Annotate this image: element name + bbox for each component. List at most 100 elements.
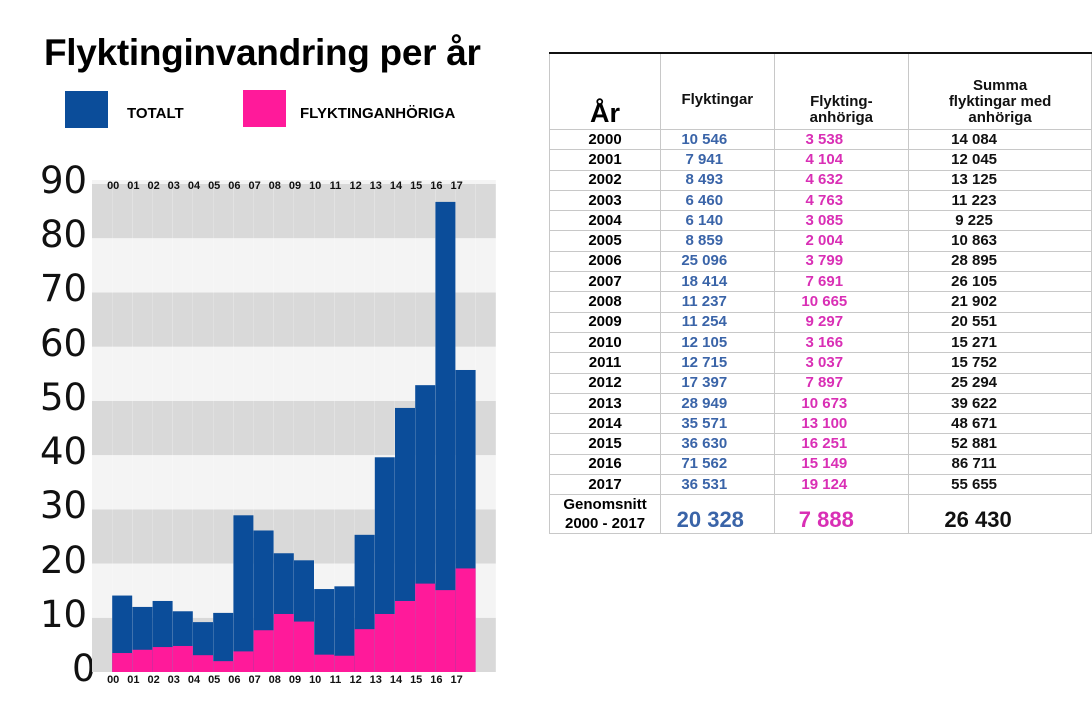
background-band bbox=[354, 292, 375, 347]
background-band bbox=[374, 184, 395, 239]
table-row: 2005 8 859 2 004 10 863 bbox=[548, 230, 1092, 252]
background-band bbox=[475, 292, 496, 347]
background-band bbox=[395, 346, 415, 401]
x-label-top-09: 09 bbox=[289, 180, 301, 192]
bar-relatives-06 bbox=[233, 651, 254, 672]
bar-total-00 bbox=[112, 595, 133, 672]
background-band bbox=[253, 292, 274, 347]
y-tick-label: 80 bbox=[40, 213, 88, 257]
bar-relatives-15 bbox=[415, 583, 436, 672]
legend-label-total: TOTALT bbox=[127, 105, 184, 122]
cell-refugees: 36 630 bbox=[660, 433, 775, 455]
background-band bbox=[415, 292, 436, 347]
cell-relatives: 4 763 bbox=[773, 189, 910, 212]
background-band bbox=[294, 346, 314, 401]
background-band bbox=[294, 400, 314, 456]
cell-sum: 28 895 bbox=[908, 250, 1092, 273]
background-band bbox=[475, 184, 496, 239]
bar-total-11 bbox=[334, 586, 355, 672]
background-band bbox=[294, 184, 314, 239]
cell-year: 2010 bbox=[548, 331, 662, 354]
cell-sum: 13 125 bbox=[908, 169, 1092, 191]
background-band bbox=[314, 509, 335, 564]
background-band bbox=[172, 509, 193, 564]
x-label-bottom-08: 08 bbox=[269, 674, 281, 686]
background-band bbox=[132, 455, 153, 510]
background-band bbox=[354, 346, 375, 401]
background-band bbox=[475, 455, 496, 510]
background-bands bbox=[92, 180, 496, 672]
y-tick-label: 0 bbox=[72, 647, 96, 690]
x-label-top-01: 01 bbox=[127, 180, 139, 192]
background-band bbox=[112, 509, 133, 564]
table-row: 2003 6 460 4 763 11 223 bbox=[548, 189, 1092, 212]
background-band bbox=[193, 563, 213, 618]
background-band bbox=[92, 455, 112, 510]
y-tick-label: 90 bbox=[40, 159, 88, 202]
background-band bbox=[253, 346, 274, 401]
background-band bbox=[415, 184, 436, 239]
y-tick-label: 60 bbox=[40, 321, 88, 365]
cell-year: 2017 bbox=[548, 474, 662, 496]
background-band bbox=[273, 509, 294, 564]
x-label-bottom-00: 00 bbox=[107, 674, 119, 686]
background-band bbox=[112, 184, 133, 239]
background-band bbox=[294, 238, 314, 293]
background-band bbox=[193, 238, 213, 293]
bar-relatives-12 bbox=[354, 629, 375, 672]
cell-year: 2016 bbox=[548, 453, 662, 476]
background-band bbox=[172, 346, 193, 401]
background-band bbox=[233, 455, 254, 510]
bar-relatives-00 bbox=[112, 653, 133, 672]
cell-sum: 25 294 bbox=[908, 372, 1092, 394]
bar-relatives-13 bbox=[374, 613, 395, 672]
background-band bbox=[172, 292, 193, 347]
background-band bbox=[132, 292, 153, 347]
cell-refugees: 11 254 bbox=[660, 311, 775, 333]
table-row: 2017 36 531 19 124 55 655 bbox=[548, 474, 1092, 496]
x-label-top-03: 03 bbox=[168, 180, 180, 192]
header-relatives: Flykting- anhöriga bbox=[773, 52, 910, 130]
x-label-top-17: 17 bbox=[450, 180, 462, 192]
background-band bbox=[475, 509, 496, 564]
background-band bbox=[455, 184, 476, 239]
background-band bbox=[314, 346, 335, 401]
table-row-average: Genomsnitt 2000 - 2017 20 328 7 888 26 4… bbox=[548, 494, 1092, 535]
y-tick-label: 30 bbox=[40, 484, 88, 528]
cell-sum: 48 671 bbox=[908, 413, 1092, 435]
x-label-bottom-09: 09 bbox=[289, 674, 301, 686]
background-band bbox=[132, 238, 153, 293]
cell-relatives: 10 673 bbox=[773, 392, 910, 415]
bar-relatives-10 bbox=[314, 654, 335, 672]
background-band bbox=[233, 184, 254, 239]
x-label-bottom-14: 14 bbox=[390, 674, 403, 686]
x-label-top-11: 11 bbox=[330, 180, 342, 192]
cell-refugees: 8 493 bbox=[660, 169, 775, 191]
bar-relatives-04 bbox=[193, 655, 213, 672]
legend-label-relatives: FLYKTINGANHÖRIGA bbox=[300, 105, 456, 122]
background-band bbox=[475, 400, 496, 456]
cell-sum: 10 863 bbox=[908, 230, 1092, 252]
cell-refugees: 25 096 bbox=[660, 250, 775, 273]
background-band bbox=[112, 400, 133, 456]
background-band bbox=[92, 184, 112, 239]
average-label-line1: Genomsnitt bbox=[563, 496, 647, 514]
background-band bbox=[132, 346, 153, 401]
cell-relatives: 3 538 bbox=[773, 128, 910, 151]
cell-relatives: 3 085 bbox=[773, 210, 910, 232]
x-label-top-08: 08 bbox=[269, 180, 281, 192]
chart-title: Flyktinginvandring per år bbox=[44, 32, 481, 73]
background-band bbox=[314, 292, 335, 347]
cell-sum: 52 881 bbox=[908, 433, 1092, 455]
background-band bbox=[213, 509, 234, 564]
y-tick-label: 20 bbox=[40, 538, 88, 582]
cell-sum: 12 045 bbox=[908, 149, 1092, 171]
x-label-top-10: 10 bbox=[309, 180, 321, 192]
x-label-bottom-17: 17 bbox=[450, 674, 462, 686]
average-refugees: 20 328 bbox=[660, 494, 775, 535]
cell-relatives: 15 149 bbox=[773, 453, 910, 476]
cell-relatives: 10 665 bbox=[773, 291, 910, 313]
background-band bbox=[475, 238, 496, 293]
header-relatives-line1: Flykting- bbox=[810, 93, 873, 110]
background-band bbox=[475, 346, 496, 401]
